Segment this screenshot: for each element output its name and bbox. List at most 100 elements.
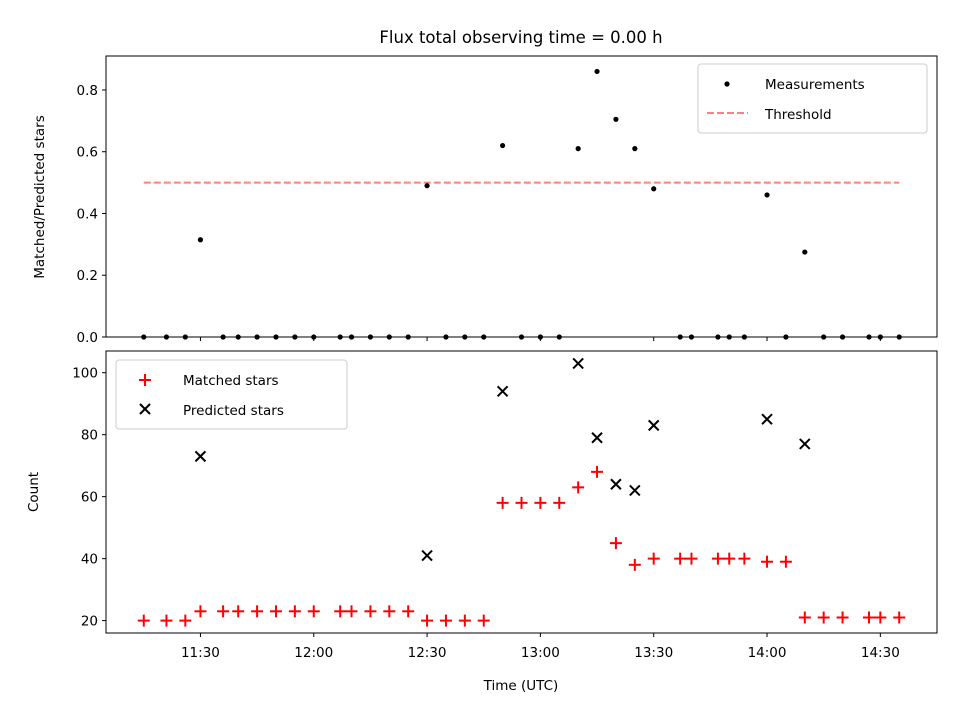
matched-star-marker	[863, 611, 876, 624]
matched-star-marker	[458, 614, 471, 627]
measurement-point	[220, 334, 226, 340]
bottom-y-tick-label: 40	[81, 552, 98, 568]
measurement-point	[741, 334, 747, 340]
matched-star-marker	[836, 611, 849, 624]
measurement-point	[839, 334, 846, 340]
matched-star-marker	[251, 605, 264, 618]
predicted-star-marker	[629, 484, 641, 497]
measurement-point	[518, 334, 525, 340]
matched-star-marker	[137, 614, 150, 627]
bottom-y-axis-label: Count	[26, 472, 42, 512]
measurement-point	[443, 334, 449, 340]
x-axis-label: Time (UTC)	[483, 678, 559, 694]
matched-star-marker	[761, 555, 774, 568]
measurement-point	[877, 334, 883, 340]
measurement-point	[715, 334, 721, 340]
bottom-y-tick-label: 20	[81, 614, 98, 630]
measurement-point	[235, 334, 241, 340]
measurement-point	[163, 334, 170, 340]
matched-star-marker	[874, 611, 887, 624]
predicted-star-marker	[421, 549, 433, 562]
predicted-star-marker	[572, 357, 584, 370]
top-y-ticks: 0.0 0.2 0.4 0.6 0.8	[77, 83, 106, 346]
measurement-point	[594, 68, 600, 75]
measurement-point	[726, 334, 732, 340]
bottom-y-tick-label: 100	[72, 366, 98, 382]
top-y-tick-label: 0.4	[77, 206, 98, 222]
measurement-point	[783, 334, 789, 340]
legend-label-predicted: Predicted stars	[183, 403, 284, 419]
matched-star-marker	[194, 605, 207, 618]
measurement-point	[556, 334, 562, 340]
measurement-point	[197, 237, 204, 243]
top-legend: Measurements Threshold	[697, 63, 928, 134]
matched-star-marker	[477, 614, 490, 627]
measurement-point	[182, 334, 188, 340]
measurement-point	[348, 334, 355, 340]
measurement-point	[651, 186, 657, 192]
matched-star-marker	[738, 552, 751, 565]
matched-star-marker	[269, 605, 282, 618]
measurement-point	[367, 334, 374, 340]
matched-star-marker	[402, 605, 415, 618]
top-y-tick-label: 0.8	[77, 83, 98, 99]
predicted-star-marker	[194, 450, 207, 463]
bottom-x-ticks: 11:30 12:00 12:30 13:00 13:30 14:00 14:30	[181, 633, 900, 661]
matched-star-marker	[421, 614, 434, 627]
x-tick-label: 14:00	[748, 645, 787, 661]
x-tick-label: 12:00	[294, 645, 333, 661]
measurement-point	[677, 334, 683, 340]
measurement-point	[273, 334, 279, 340]
predicted-star-marker	[799, 438, 811, 450]
matched-star-marker	[817, 611, 830, 624]
top-y-tick-label: 0.2	[77, 268, 98, 284]
top-legend-box	[697, 63, 928, 134]
matched-star-marker	[383, 605, 396, 618]
bottom-axes-frame	[105, 350, 938, 634]
matched-star-marker	[798, 611, 811, 624]
bottom-y-tick-label: 60	[81, 490, 98, 506]
bottom-series	[137, 357, 906, 627]
measurement-point	[424, 183, 430, 189]
x-tick-label: 13:00	[521, 645, 560, 661]
top-y-tick-label: 0.6	[77, 145, 98, 161]
bottom-legend-box	[115, 359, 348, 430]
top-plot-panel: 0.00.20.40.60.8 Matched/Predicted stars …	[32, 55, 938, 346]
matched-star-marker	[345, 605, 358, 618]
legend-marker-predicted	[139, 403, 151, 415]
measurement-point	[632, 146, 638, 152]
matched-star-marker	[534, 496, 547, 509]
measurement-point	[386, 334, 392, 340]
measurement-point	[462, 334, 468, 340]
top-series	[141, 68, 902, 340]
x-tick-label: 13:30	[634, 645, 673, 661]
top-y-axis-label: Matched/Predicted stars	[32, 115, 48, 278]
x-tick-label: 12:30	[408, 645, 447, 661]
measurement-point	[688, 334, 695, 340]
bottom-legend: Matched stars Predicted stars	[115, 359, 348, 430]
matched-star-marker	[893, 611, 906, 624]
measurement-point	[337, 334, 343, 340]
legend-marker-matched	[139, 374, 151, 386]
measurement-point	[481, 334, 487, 340]
bottom-y-ticks: 20 40 60 80 100	[72, 366, 106, 630]
legend-label-matched: Matched stars	[183, 373, 279, 389]
measurement-point	[764, 192, 770, 198]
matched-star-marker	[496, 496, 509, 509]
matched-star-marker	[685, 552, 698, 565]
predicted-star-marker	[761, 413, 773, 425]
x-tick-label: 14:30	[861, 645, 900, 661]
matched-star-marker	[609, 537, 622, 550]
measurement-point	[292, 334, 298, 340]
measurement-point	[613, 116, 619, 122]
measurement-point	[405, 334, 411, 340]
matched-star-marker	[232, 605, 245, 618]
matched-star-marker	[572, 481, 585, 494]
matched-star-marker	[674, 552, 687, 565]
matched-star-marker	[723, 552, 736, 565]
measurement-point	[866, 334, 872, 340]
matched-star-marker	[307, 605, 320, 618]
measurement-point	[575, 146, 581, 152]
matched-star-marker	[711, 552, 724, 565]
